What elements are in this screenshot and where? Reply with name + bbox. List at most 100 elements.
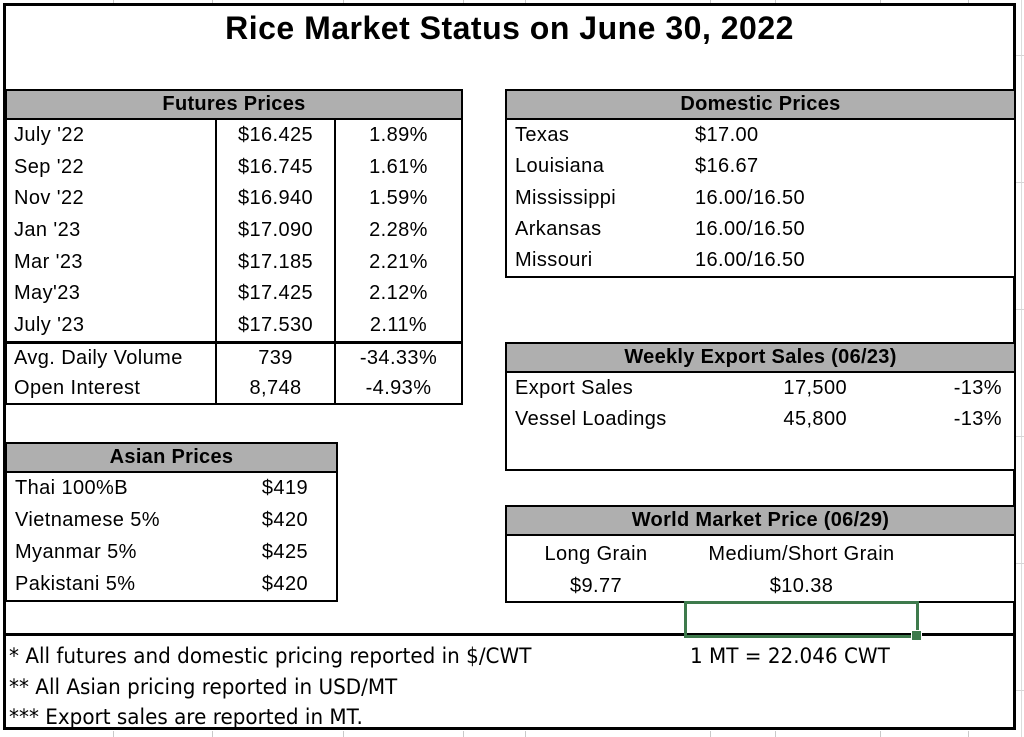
- table-row: July '23 $17.530 2.11%: [7, 309, 461, 342]
- export-value-cell[interactable]: 17,500: [783, 377, 847, 399]
- asian-prices-table: Asian Prices Thai 100%B $419 Vietnamese …: [5, 442, 338, 602]
- contract-price-cell[interactable]: $16.940: [217, 183, 336, 215]
- selected-cell[interactable]: [684, 601, 922, 641]
- export-value-cell[interactable]: 45,800: [783, 408, 847, 430]
- world-market-price-header[interactable]: World Market Price (06/29): [507, 507, 1014, 536]
- futures-contracts: July '22 $16.425 1.89% Sep '22 $16.745 1…: [7, 120, 461, 342]
- gridline-stub: [710, 731, 711, 737]
- stat-change-cell[interactable]: -4.93%: [365, 376, 432, 399]
- state-cell[interactable]: Arkansas: [515, 217, 602, 240]
- contract-change-cell[interactable]: 1.89%: [369, 124, 428, 147]
- domestic-rows: Texas $17.00 Louisiana $16.67 Mississipp…: [507, 120, 1014, 276]
- table-row: Open Interest 8,748 -4.93%: [7, 373, 461, 403]
- state-cell[interactable]: Mississippi: [515, 186, 617, 209]
- contract-change-cell[interactable]: 2.12%: [369, 282, 428, 305]
- contract-price-cell[interactable]: $17.425: [217, 277, 336, 310]
- price-cell[interactable]: 16.00/16.50: [695, 248, 806, 271]
- table-row: Vietnamese 5% $420: [7, 505, 336, 537]
- contract-price-cell[interactable]: $17.185: [217, 246, 336, 278]
- domestic-prices-header[interactable]: Domestic Prices: [507, 91, 1014, 120]
- table-row: Avg. Daily Volume 739 -34.33%: [7, 344, 461, 374]
- contract-month-cell[interactable]: Mar '23: [7, 246, 217, 278]
- asian-rows: Thai 100%B $419 Vietnamese 5% $420 Myanm…: [7, 473, 336, 600]
- table-row: Mar '23 $17.185 2.21%: [7, 246, 461, 278]
- price-cell[interactable]: $425: [261, 540, 308, 563]
- futures-stats: Avg. Daily Volume 739 -34.33% Open Inter…: [7, 341, 461, 403]
- world-market-price-table: World Market Price (06/29) Long Grain Me…: [505, 505, 1016, 603]
- export-label-cell[interactable]: Export Sales: [515, 377, 634, 399]
- price-cell[interactable]: $419: [261, 477, 308, 500]
- origin-cell[interactable]: Thai 100%B: [15, 477, 128, 500]
- gridline-stub: [463, 731, 464, 737]
- table-row: Sep '22 $16.745 1.61%: [7, 151, 461, 184]
- grain-type-cell[interactable]: Long Grain: [544, 542, 648, 565]
- grain-type-cell[interactable]: Medium/Short Grain: [708, 542, 895, 565]
- contract-month-cell[interactable]: May'23: [7, 277, 217, 310]
- gridline-stub: [710, 0, 711, 3]
- state-cell[interactable]: Missouri: [515, 248, 593, 271]
- footnote-asian-units: ** All Asian pricing reported in USD/MT: [9, 675, 398, 699]
- empty-cell[interactable]: [918, 536, 1014, 572]
- price-cell[interactable]: 16.00/16.50: [695, 217, 806, 240]
- state-cell[interactable]: Louisiana: [515, 155, 605, 178]
- asian-prices-header[interactable]: Asian Prices: [7, 444, 336, 473]
- gridline-stub: [1016, 690, 1024, 691]
- weekly-export-sales-header[interactable]: Weekly Export Sales (06/23): [507, 344, 1014, 373]
- table-row: July '22 $16.425 1.89%: [7, 120, 461, 152]
- gridline-stub: [212, 731, 213, 737]
- empty-cell[interactable]: [918, 572, 1014, 600]
- origin-cell[interactable]: Myanmar 5%: [15, 540, 137, 563]
- table-row: May'23 $17.425 2.12%: [7, 277, 461, 310]
- gridline-stub: [1016, 436, 1024, 437]
- price-cell[interactable]: $420: [261, 509, 308, 532]
- contract-price-cell[interactable]: $16.745: [217, 151, 336, 184]
- gridline-stub: [343, 731, 344, 737]
- contract-change-cell[interactable]: 2.28%: [369, 219, 428, 242]
- stat-value-cell[interactable]: 8,748: [217, 373, 336, 403]
- gridline-stub: [775, 0, 776, 3]
- contract-change-cell[interactable]: 1.61%: [369, 155, 428, 178]
- gridline-stub: [113, 731, 114, 737]
- table-row: Thai 100%B $419: [7, 473, 336, 505]
- contract-change-cell[interactable]: 2.11%: [369, 313, 428, 336]
- contract-price-cell[interactable]: $16.425: [217, 120, 336, 152]
- grain-price-cell[interactable]: $10.38: [769, 574, 834, 597]
- stat-value-cell[interactable]: 739: [217, 344, 336, 374]
- contract-change-cell[interactable]: 2.21%: [369, 250, 428, 273]
- contract-month-cell[interactable]: July '23: [7, 309, 217, 342]
- price-cell[interactable]: $420: [261, 572, 308, 595]
- contract-change-cell[interactable]: 1.59%: [369, 187, 428, 210]
- contract-price-cell[interactable]: $17.530: [217, 309, 336, 342]
- stat-change-cell[interactable]: -34.33%: [359, 347, 438, 370]
- table-row: $9.77 $10.38: [507, 572, 1014, 600]
- gridline-stub: [1016, 309, 1024, 310]
- stat-label-cell[interactable]: Avg. Daily Volume: [7, 344, 217, 374]
- contract-price-cell[interactable]: $17.090: [217, 214, 336, 247]
- state-cell[interactable]: Texas: [515, 124, 570, 147]
- export-change-cell[interactable]: -13%: [953, 408, 1002, 430]
- price-cell[interactable]: $16.67: [695, 155, 759, 178]
- gridline-stub: [880, 731, 881, 737]
- origin-cell[interactable]: Pakistani 5%: [15, 572, 136, 595]
- gridline-stub: [525, 0, 526, 3]
- contract-month-cell[interactable]: Nov '22: [7, 183, 217, 215]
- export-label-cell[interactable]: Vessel Loadings: [515, 408, 667, 430]
- contract-month-cell[interactable]: Jan '23: [7, 214, 217, 247]
- export-change-cell[interactable]: -13%: [953, 377, 1002, 399]
- grain-price-cell[interactable]: $9.77: [569, 574, 623, 597]
- table-row: Myanmar 5% $425: [7, 537, 336, 569]
- futures-prices-header[interactable]: Futures Prices: [7, 91, 461, 120]
- stat-label-cell[interactable]: Open Interest: [7, 373, 217, 403]
- price-cell[interactable]: 16.00/16.50: [695, 186, 806, 209]
- contract-month-cell[interactable]: Sep '22: [7, 151, 217, 184]
- gridline-stub: [1016, 55, 1024, 56]
- footer-divider: [3, 633, 1016, 636]
- gridline-stub: [968, 731, 969, 737]
- fill-handle[interactable]: [911, 630, 922, 641]
- table-row: Arkansas 16.00/16.50: [507, 214, 1014, 245]
- page-title: Rice Market Status on June 30, 2022: [225, 10, 794, 46]
- origin-cell[interactable]: Vietnamese 5%: [15, 509, 160, 532]
- contract-month-cell[interactable]: July '22: [7, 120, 217, 152]
- price-cell[interactable]: $17.00: [695, 124, 759, 147]
